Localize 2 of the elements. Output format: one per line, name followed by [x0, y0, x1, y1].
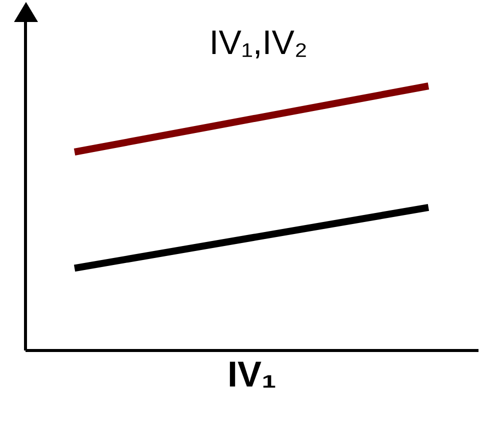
series-label: IV₁,IV₂: [209, 24, 308, 62]
x-axis-title: IV₁: [228, 354, 276, 394]
